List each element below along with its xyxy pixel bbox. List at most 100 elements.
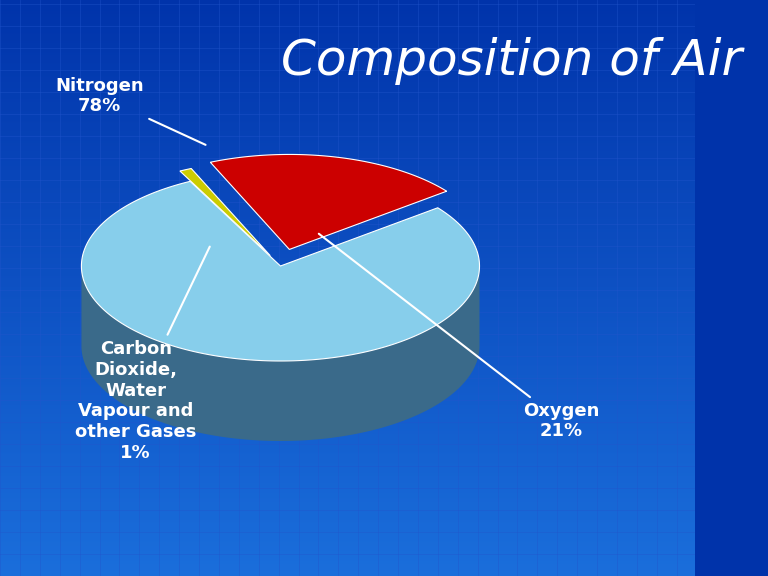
Bar xyxy=(0,305,695,306)
Bar xyxy=(0,324,695,326)
Bar xyxy=(0,415,695,416)
Bar xyxy=(0,313,695,315)
Bar xyxy=(0,13,695,15)
Bar xyxy=(0,70,695,72)
Bar xyxy=(0,289,695,290)
Bar xyxy=(0,473,695,475)
Bar xyxy=(0,400,695,401)
Bar xyxy=(0,73,695,74)
Bar xyxy=(0,0,695,1)
Bar xyxy=(0,135,695,136)
Bar xyxy=(0,445,695,447)
Bar xyxy=(0,507,695,509)
Bar xyxy=(0,452,695,453)
Bar xyxy=(0,530,695,532)
Bar xyxy=(0,407,695,408)
Bar xyxy=(0,547,695,548)
Bar xyxy=(0,331,695,332)
Bar xyxy=(0,164,695,165)
Bar xyxy=(0,222,695,223)
Polygon shape xyxy=(210,154,447,249)
Bar xyxy=(0,48,695,50)
Bar xyxy=(0,524,695,525)
Bar xyxy=(0,85,695,87)
Bar xyxy=(0,29,695,31)
Bar xyxy=(0,275,695,277)
Bar xyxy=(0,564,695,566)
Bar xyxy=(0,467,695,468)
Bar xyxy=(0,89,695,90)
Bar xyxy=(0,494,695,495)
Bar xyxy=(0,170,695,172)
Bar xyxy=(0,335,695,337)
Bar xyxy=(0,448,695,449)
Bar xyxy=(0,317,695,319)
Bar xyxy=(0,169,695,170)
Bar xyxy=(0,162,695,164)
Bar xyxy=(0,535,695,536)
Bar xyxy=(0,540,695,542)
Bar xyxy=(0,486,695,487)
Bar xyxy=(0,396,695,398)
Text: Oxygen
21%: Oxygen 21% xyxy=(319,234,599,441)
Bar xyxy=(0,252,695,254)
Bar xyxy=(0,404,695,406)
Bar xyxy=(0,475,695,476)
Bar xyxy=(0,100,695,101)
Bar xyxy=(0,70,695,71)
Bar xyxy=(0,147,695,149)
Bar xyxy=(0,569,695,570)
Bar xyxy=(0,370,695,372)
Bar xyxy=(0,151,695,153)
Bar xyxy=(0,165,695,167)
Bar xyxy=(0,297,695,299)
Bar xyxy=(0,192,695,194)
Bar xyxy=(0,142,695,144)
Bar xyxy=(0,563,695,565)
Bar xyxy=(0,526,695,528)
Bar xyxy=(0,514,695,516)
Bar xyxy=(0,175,695,176)
Bar xyxy=(0,567,695,569)
Bar xyxy=(0,134,695,135)
Bar xyxy=(0,161,695,163)
Bar xyxy=(0,5,695,6)
Bar xyxy=(0,214,695,215)
Bar xyxy=(0,128,695,130)
Bar xyxy=(0,566,695,567)
Bar xyxy=(0,98,695,100)
Bar xyxy=(0,267,695,268)
Bar xyxy=(0,551,695,552)
Bar xyxy=(0,108,695,109)
Bar xyxy=(0,260,695,261)
Bar xyxy=(0,471,695,472)
Bar xyxy=(0,206,695,207)
Bar xyxy=(0,340,695,342)
Bar xyxy=(0,96,695,97)
Bar xyxy=(0,32,695,33)
Bar xyxy=(0,54,695,55)
Bar xyxy=(0,548,695,549)
Bar xyxy=(0,282,695,283)
Bar xyxy=(0,464,695,465)
Bar xyxy=(0,401,695,403)
Bar xyxy=(0,377,695,379)
Bar xyxy=(0,25,695,26)
Bar xyxy=(0,219,695,221)
Bar xyxy=(0,444,695,445)
Bar xyxy=(0,294,695,295)
Bar xyxy=(0,21,695,22)
Bar xyxy=(0,56,695,58)
Bar xyxy=(0,482,695,483)
Bar xyxy=(0,423,695,425)
Bar xyxy=(0,365,695,366)
Bar xyxy=(0,441,695,443)
Bar xyxy=(0,210,695,212)
Bar xyxy=(0,457,695,458)
Bar xyxy=(0,238,695,240)
Bar xyxy=(0,41,695,43)
Bar xyxy=(0,423,695,424)
Bar xyxy=(0,120,695,122)
Bar xyxy=(0,74,695,75)
Bar xyxy=(0,145,695,146)
